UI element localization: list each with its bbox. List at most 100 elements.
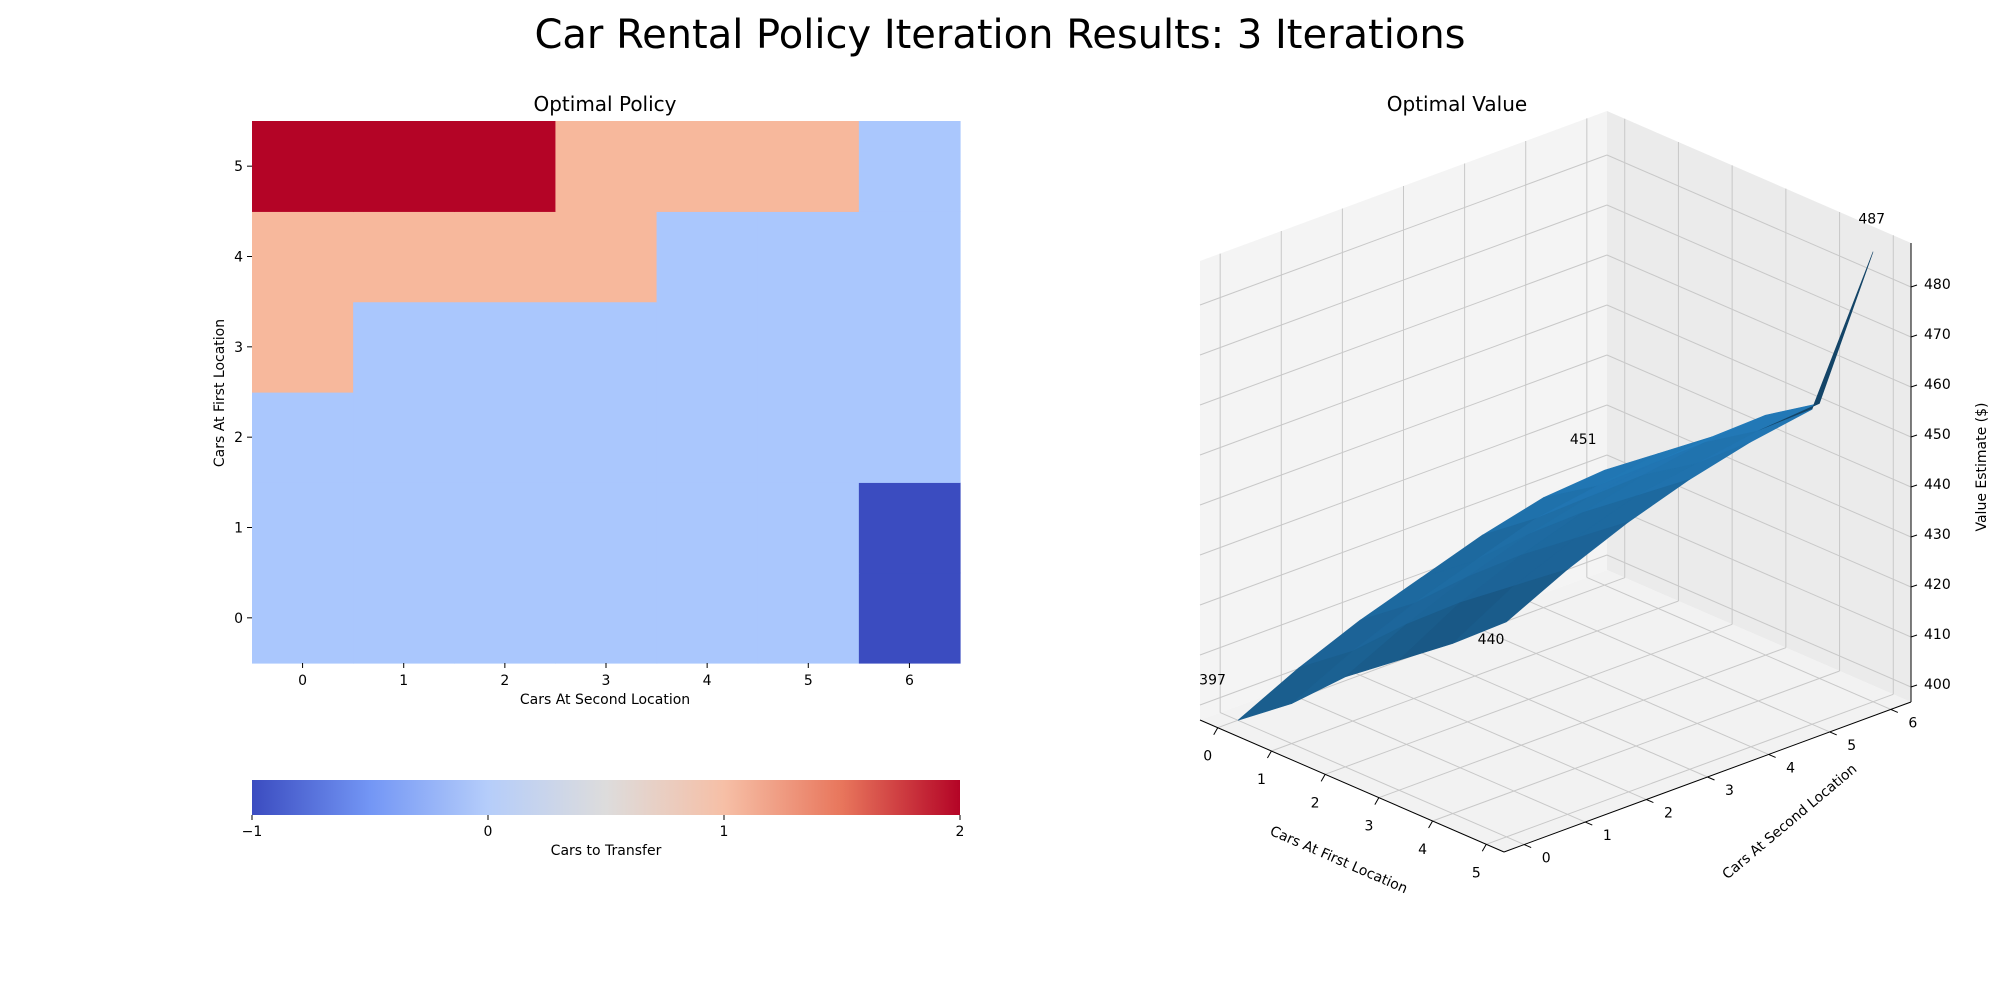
back-gridline [1606, 154, 1912, 288]
heatmap-cell [353, 392, 455, 483]
heatmap-cell [454, 211, 557, 303]
heatmap-cell [454, 301, 557, 393]
z-tick-mark [1910, 684, 1918, 688]
x-tick-label: 1 [1257, 772, 1266, 788]
heatmap-cell [252, 121, 354, 212]
heatmap-cell [858, 121, 961, 212]
z-tick-mark [1910, 284, 1918, 288]
y-tick-label: 0 [1542, 851, 1551, 867]
y-tick-label: 1 [1603, 828, 1612, 844]
heatmap-x-tick-label: 2 [500, 673, 509, 689]
value-surface-plot: Optimal Value 0 1 2 3 4 5 Cars At First Locati… [1199, 92, 1990, 897]
back-gridline [1606, 254, 1912, 388]
heatmap-cell [858, 211, 961, 303]
x-tick-mark [1320, 774, 1326, 782]
z-tick-mark [1910, 634, 1918, 638]
x-tick-label: 4 [1418, 842, 1427, 858]
heatmap-cell [252, 392, 354, 483]
heatmap-cell [858, 392, 961, 483]
z-tick-mark [1910, 484, 1918, 488]
heatmap-cell [757, 572, 860, 664]
back-gridline [1606, 554, 1912, 688]
y-tick-label: 6 [1908, 715, 1917, 731]
heatmap-title: Optimal Policy [533, 92, 676, 116]
x-tick-mark [1428, 820, 1433, 829]
z-tick-mark [1910, 534, 1918, 538]
heatmap-cell [757, 482, 860, 574]
z-tick-label: 400 [1924, 677, 1951, 693]
y-tick-mark [1523, 844, 1532, 849]
x-axis-label: Cars At First Location [1267, 823, 1409, 897]
y-tick-mark [1829, 731, 1837, 736]
heatmap-cell [252, 211, 354, 303]
heatmap-cell [252, 572, 354, 664]
heatmap-cell [454, 392, 557, 483]
heatmap-cell [555, 392, 658, 483]
heatmap-cell [252, 482, 354, 574]
x-tick-mark [1374, 797, 1380, 805]
side-gridline [1199, 204, 1608, 356]
x-tick-label: 3 [1364, 819, 1373, 835]
heatmap-cell [555, 121, 658, 212]
colorbar-label: Cars to Transfer [551, 843, 662, 859]
z-axis-label: Value Estimate ($) [1974, 402, 1990, 531]
z-tick-mark [1910, 334, 1918, 338]
heatmap-cell [757, 211, 860, 303]
heatmap-x-tick-label: 5 [804, 673, 813, 689]
x-tick-mark [1267, 750, 1272, 759]
surface-title: Optimal Value [1387, 92, 1527, 116]
heatmap-cell [454, 121, 557, 212]
y-axis-label: Cars At Second Location [1720, 761, 1861, 883]
x-tick-mark [1481, 844, 1487, 852]
colorbar-tick-label: 0 [484, 824, 493, 840]
heatmap-cell [656, 392, 759, 483]
side-gridline [1199, 404, 1608, 556]
y-tick-label: 2 [1664, 806, 1673, 822]
heatmap-y-tick-label: 0 [234, 611, 243, 627]
heatmap-cell [252, 301, 354, 393]
figure-title: Car Rental Policy Iteration Results: 3 I… [534, 12, 1465, 58]
y-tick-mark [1646, 799, 1654, 803]
heatmap-cell [858, 301, 961, 393]
heatmap-x-tick-label: 6 [905, 673, 914, 689]
surface-faces [1237, 251, 1874, 721]
heatmap-cell [656, 572, 759, 664]
y-tick-mark [1707, 776, 1715, 781]
heatmap-cell [757, 121, 860, 212]
floor-gridline [1403, 644, 1708, 778]
side-gridline [1199, 154, 1608, 306]
surface-annotations: 397 440 451 487 [1199, 212, 1885, 689]
heatmap-y-tick-label: 5 [234, 159, 243, 175]
heatmap-cell [454, 572, 557, 664]
heatmap-y-label: Cars At First Location [212, 319, 228, 467]
heatmap-cell [858, 482, 961, 574]
z-tick-label: 450 [1924, 427, 1951, 443]
x-tick-label: 5 [1472, 865, 1481, 881]
z-tick-label: 430 [1924, 527, 1951, 543]
heatmap-cell [353, 211, 455, 303]
z-tick-label: 440 [1924, 477, 1951, 493]
heatmap-x-tick-label: 0 [298, 673, 307, 689]
z-tick-mark [1910, 434, 1918, 438]
z-tick-label: 470 [1924, 327, 1951, 343]
surface-annotation: 487 [1858, 212, 1885, 228]
heatmap-cell [555, 482, 658, 574]
heatmap-cell [858, 572, 961, 664]
side-gridline [1199, 254, 1608, 406]
side-gridline [1199, 304, 1608, 456]
heatmap-x-tick-label: 1 [399, 673, 408, 689]
floor-gridline [1219, 712, 1525, 846]
floor-gridline [1342, 667, 1647, 800]
heatmap-y-ticks: 0 1 2 3 4 5 [234, 159, 252, 627]
heatmap-cell [656, 121, 759, 212]
surface-annotation: 440 [1478, 632, 1505, 648]
z-tick-label: 410 [1924, 627, 1951, 643]
colorbar-tick-label: 2 [956, 824, 965, 840]
heatmap-cell [454, 482, 557, 574]
floor-gridline [1281, 689, 1586, 823]
y-tick-label: 4 [1786, 761, 1795, 777]
heatmap-cell [353, 482, 455, 574]
y-tick-label: 5 [1847, 738, 1856, 754]
z-tick-mark [1910, 384, 1918, 388]
